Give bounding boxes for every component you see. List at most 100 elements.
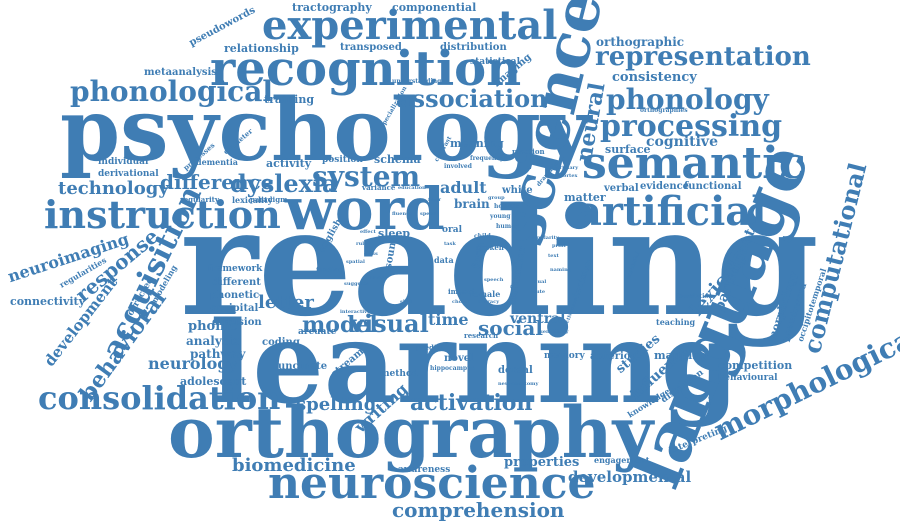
word-fiber: fiber <box>428 197 441 203</box>
word-route: route <box>530 289 546 295</box>
word-basis: basis <box>370 275 385 281</box>
word-education: education <box>398 185 426 191</box>
word-developmental: developmental <box>568 468 692 486</box>
word-social: social <box>478 316 543 340</box>
word-novel: novel <box>444 353 474 364</box>
word-method: method <box>380 369 419 379</box>
word-naming: naming <box>550 267 572 273</box>
word-group: group <box>488 195 505 201</box>
word-training: training <box>264 93 315 106</box>
word-consolidation: consolidation <box>38 379 281 417</box>
word-word: word <box>285 175 445 243</box>
word-similarity: similarity <box>532 235 559 241</box>
word-competition: competition <box>718 359 793 372</box>
word-connectivity: connectivity <box>10 295 86 308</box>
word-model: model <box>302 312 378 338</box>
word-semantic: semantic <box>582 138 806 189</box>
word-lexicality: lexicality <box>232 195 273 205</box>
word-adolescent: adolescent <box>180 375 247 388</box>
word-transposed: transposed <box>340 42 402 53</box>
word-frequency: frequency <box>470 155 504 162</box>
word-variance: variance <box>362 183 396 192</box>
word-framework: framework <box>208 264 263 274</box>
word-child: child <box>474 233 491 240</box>
word-adult: adult <box>440 178 487 197</box>
word-representation: representation <box>595 42 811 72</box>
word-letter: letter <box>258 292 314 313</box>
word-matter: matter <box>564 191 606 204</box>
word-arcuate: arcuate <box>298 327 337 337</box>
word-cognitive: cognitive <box>646 134 718 150</box>
word-reading: reading <box>180 175 819 349</box>
word-understanding: understanding <box>392 78 442 85</box>
word-dual: dual <box>534 279 547 285</box>
word-primary: primary <box>556 165 579 171</box>
word-finding: finding <box>316 265 344 274</box>
word-oral: oral <box>442 225 462 235</box>
word-skill: skill <box>400 299 412 305</box>
word-different: different <box>212 277 261 288</box>
word-dementia: dementia <box>196 157 238 167</box>
word-speed: speed <box>420 211 437 217</box>
word-distribution: distribution <box>440 42 507 53</box>
word-diffusion: diffusion <box>212 317 262 328</box>
word-artificial: artificial <box>576 188 767 235</box>
word-spelling: spelling <box>296 394 377 415</box>
word-impact: impact <box>448 287 475 296</box>
word-surface: surface <box>605 143 651 156</box>
word-neuroanatomy: neuroanatomy <box>498 381 539 387</box>
word-recognition: recognition <box>210 41 522 97</box>
word-cortex: cortex <box>560 173 578 179</box>
word-print: print <box>552 243 566 249</box>
word-fluency: fluency <box>392 211 413 217</box>
word-tractography: tractography <box>292 1 372 14</box>
word-time: time <box>428 310 469 329</box>
word-suggests: suggests <box>344 281 369 287</box>
word-data: data <box>434 255 454 265</box>
word-association: association <box>396 84 548 113</box>
word-derivational: derivational <box>98 169 159 179</box>
word-difference: difference <box>160 170 274 194</box>
word-paradigm: paradigm <box>250 195 288 204</box>
word-properties: properties <box>504 455 580 470</box>
word-class: class <box>364 251 378 257</box>
word-human: human <box>496 223 520 230</box>
word-regularity: regularity <box>180 195 219 204</box>
word-spoken: spoken <box>476 243 504 252</box>
word-phonological: phonological <box>70 75 273 108</box>
word-coding: coding <box>262 337 300 348</box>
word-holistic: holistic <box>494 203 520 210</box>
word-verbal: verbal <box>604 183 639 194</box>
word-effect: effect <box>360 229 376 235</box>
word-functional: functional <box>684 181 742 192</box>
word-speech: speech <box>484 277 504 283</box>
word-behavioural: behavioural <box>718 373 778 383</box>
word-female: female <box>470 289 501 299</box>
word-experimental: experimental <box>262 2 558 49</box>
word-mapping: mapping <box>654 349 709 362</box>
word-phonetic: phonetic <box>210 290 260 301</box>
word-literacy: literacy <box>478 299 500 305</box>
word-statistical: statistical <box>470 57 521 67</box>
word-engagement: engagement <box>594 455 650 465</box>
word-predict: predict <box>416 343 445 352</box>
word-teaching: teaching <box>656 317 696 327</box>
word-visual: visual <box>350 309 429 338</box>
word-psychology: psychology <box>60 80 591 181</box>
word-schema: schema <box>374 153 421 166</box>
word-orthographic: orthographic <box>596 35 685 49</box>
word-biomedicine: biomedicine <box>232 455 356 476</box>
word-relationship: relationship <box>224 42 299 55</box>
word-system: system <box>312 160 421 193</box>
word-evidence: evidence <box>640 181 690 192</box>
word-phonic: phonic <box>188 319 238 334</box>
word-metaanalysis: metaanalysis <box>144 67 217 78</box>
word-interactive: interactive <box>340 309 371 315</box>
word-foundation: foundation <box>676 293 713 300</box>
word-brain: brain <box>454 197 490 211</box>
word-sleep: sleep <box>378 227 411 240</box>
word-pathway: pathway <box>190 347 246 361</box>
word-involved: involved <box>444 163 472 170</box>
word-orthography: orthography <box>168 391 654 474</box>
